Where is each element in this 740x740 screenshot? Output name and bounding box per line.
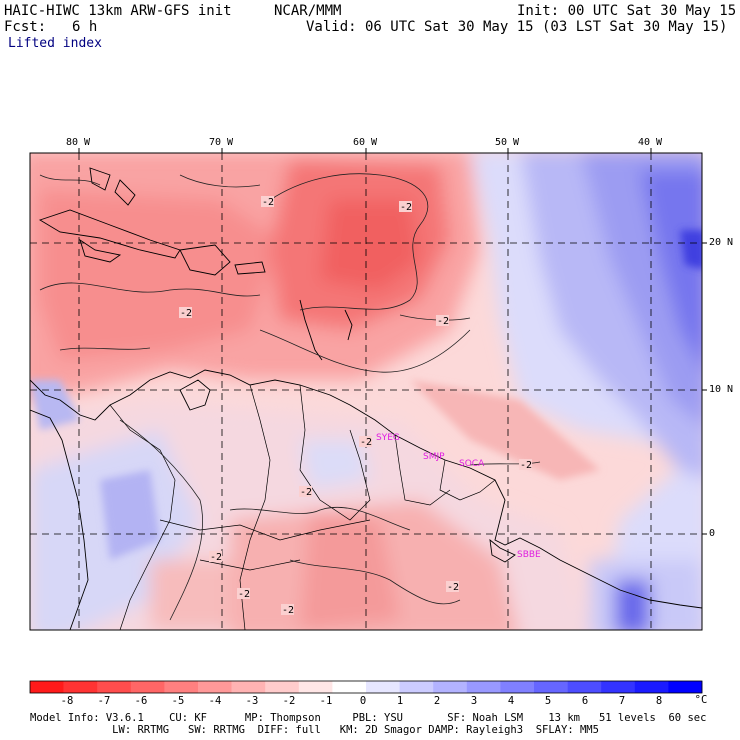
colorbar-label: 2 [433, 695, 441, 707]
axis-ticks [78, 148, 707, 535]
colorbar-swatch [298, 681, 333, 693]
colorbar-swatch [634, 681, 669, 693]
colorbar-swatch [601, 681, 636, 693]
colorbar-label: 8 [655, 695, 663, 707]
colorbar-swatch [332, 681, 367, 693]
station-label-syeg: SYEG [376, 433, 400, 443]
contour-label: -2 [400, 202, 412, 213]
colorbar-label: 7 [618, 695, 626, 707]
colorbar [29, 680, 703, 694]
lon-label: 80 W [66, 137, 91, 148]
colorbar-frame [29, 680, 703, 694]
colorbar-swatch [63, 681, 98, 693]
graticule [30, 153, 702, 630]
model-info-line1: Model Info: V3.6.1 CU: KF MP: Thompson P… [30, 712, 707, 724]
contour-label: -2 [447, 582, 459, 593]
forecast-hour: 6 h [72, 19, 98, 35]
colorbar-swatch [668, 681, 703, 693]
contour-label-bg [399, 201, 412, 212]
model-title: HAIC-HIWC 13km ARW-GFS init [4, 3, 232, 19]
colorbar-swatch [231, 681, 266, 693]
colorbar-swatch [433, 681, 468, 693]
contour-label-bg [359, 436, 372, 447]
station-label-smjp: SMJP [423, 452, 445, 462]
colorbar-label: -3 [245, 695, 259, 707]
colorbar-swatch [366, 681, 400, 693]
colorbar-label: 4 [507, 695, 515, 707]
colorbar-swatch [534, 681, 568, 693]
contour-label-bg [179, 307, 192, 318]
colorbar-swatch [466, 681, 501, 693]
contours [39, 173, 541, 621]
colorbar-label: 5 [544, 695, 552, 707]
colorbar-label: -7 [97, 695, 111, 707]
colorbar-label: 6 [581, 695, 589, 707]
lat-label: 10 N [709, 384, 734, 395]
colorbar-label: -1 [319, 695, 333, 707]
lon-label: 70 W [209, 137, 234, 148]
contour-label: -2 [360, 437, 372, 448]
contour-label-bg [261, 196, 274, 207]
colorbar-swatch [500, 681, 535, 693]
station-label-group: SYEG SMJP SOCA SBBE [376, 433, 541, 560]
contour-label: -2 [180, 308, 192, 319]
lon-label: 50 W [495, 137, 520, 148]
coastlines [30, 167, 702, 630]
contour-label: -2 [238, 589, 250, 600]
colorbar-label: -4 [208, 695, 222, 707]
contour-label-bg [209, 551, 222, 562]
colorbar-label: 3 [470, 695, 478, 707]
colorbar-label: -5 [171, 695, 185, 707]
contour-label: -2 [300, 487, 312, 498]
contour-label-bg [436, 315, 449, 326]
contour-label-bg [299, 486, 312, 497]
colorbar-swatch [567, 681, 602, 693]
forecast-label: Fcst: [4, 19, 47, 35]
lat-label: 20 N [709, 237, 734, 248]
contour-label-bg [519, 459, 532, 470]
colorbar-unit: °C [694, 694, 708, 706]
organization: NCAR/MMM [274, 3, 342, 19]
contour-label-bg [237, 588, 250, 599]
field-name: Lifted index [8, 36, 102, 51]
contour-label: -2 [437, 316, 449, 327]
colorbar-label: -2 [282, 695, 296, 707]
colorbar-swatch [130, 681, 165, 693]
colorbar-swatch [265, 681, 300, 693]
contour-label: -2 [262, 197, 274, 208]
contour-label-group: -2 -2 -2 -2 -2 -2 -2 -2 -2 -2 -2 [179, 196, 532, 616]
contour-label: -2 [282, 605, 294, 616]
colorbar-swatch [198, 681, 232, 693]
lon-label: 60 W [353, 137, 378, 148]
colorbar-swatch [164, 681, 199, 693]
contour-label-bg [281, 604, 294, 615]
colorbar-swatch [30, 681, 64, 693]
colorbar-label: 1 [396, 695, 404, 707]
station-label-soca: SOCA [459, 459, 485, 469]
lat-label: 0 [709, 528, 716, 539]
colorbar-label: 0 [359, 695, 367, 707]
colorbar-label: -8 [60, 695, 74, 707]
station-label-sbbe: SBBE [517, 550, 541, 560]
field-shading [30, 153, 702, 630]
model-info-line2: LW: RRTMG SW: RRTMG DIFF: full KM: 2D Sm… [30, 724, 599, 736]
colorbar-swatch [97, 681, 132, 693]
contour-label: -2 [520, 460, 532, 471]
valid-time: Valid: 06 UTC Sat 30 May 15 (03 LST Sat … [306, 19, 728, 35]
contour-label-bg [446, 581, 459, 592]
init-time: Init: 00 UTC Sat 30 May 15 [517, 3, 737, 19]
lon-label: 40 W [638, 137, 663, 148]
contour-label: -2 [210, 552, 222, 563]
colorbar-label: -6 [134, 695, 148, 707]
colorbar-swatch [399, 681, 434, 693]
map-frame [29, 152, 703, 631]
